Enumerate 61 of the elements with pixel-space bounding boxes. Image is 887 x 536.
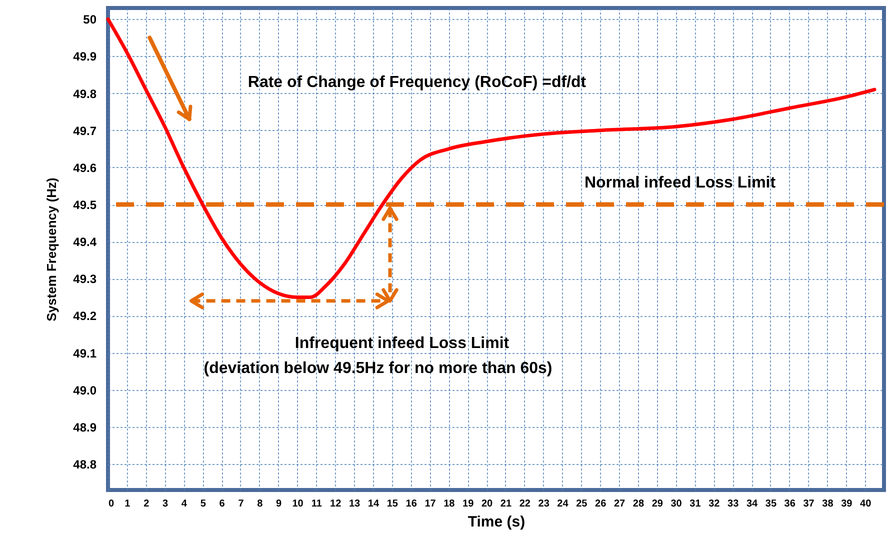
y-tick-label: 48.8 [73, 458, 97, 472]
x-tick-label: 14 [368, 498, 380, 510]
x-tick-label: 3 [162, 498, 168, 510]
x-tick-label: 1 [124, 498, 131, 510]
x-tick-label: 40 [860, 498, 872, 510]
x-tick-label: 24 [557, 498, 569, 510]
annotation: Rate of Change of Frequency (RoCoF) =df/dt [248, 74, 587, 91]
x-tick-label: 10 [292, 498, 304, 510]
x-tick-label: 11 [311, 498, 322, 510]
x-tick-label: 23 [538, 498, 550, 510]
y-tick-label: 49.3 [73, 272, 97, 286]
x-tick-label: 36 [784, 498, 796, 510]
annotation: Infrequent infeed Loss Limit [294, 335, 510, 352]
x-tick-label: 29 [652, 498, 664, 510]
x-tick-label: 8 [257, 498, 264, 510]
x-tick-label: 27 [614, 498, 626, 510]
ref-line-label: Normal infeed Loss Limit [584, 174, 776, 192]
y-tick-label: 49.0 [73, 383, 97, 398]
x-tick-label: 39 [841, 498, 853, 510]
x-tick-label: 12 [330, 498, 342, 510]
x-tick-label: 6 [219, 498, 226, 510]
y-tick-label: 50 [83, 12, 97, 27]
x-axis-title: Time (s) [468, 514, 526, 530]
y-tick-label: 48.9 [73, 420, 97, 434]
x-tick-label: 2 [144, 498, 150, 510]
x-tick-label: 19 [462, 498, 474, 510]
y-tick-label: 49.9 [73, 50, 97, 64]
x-tick-label: 15 [386, 498, 398, 510]
y-tick-label: 49.7 [73, 124, 97, 138]
x-tick-label: 26 [595, 498, 607, 510]
y-tick-label: 49.2 [73, 309, 97, 324]
x-tick-label: 21 [500, 498, 512, 510]
x-tick-label: 34 [746, 498, 758, 510]
x-tick-label: 13 [348, 498, 361, 510]
y-tick-label: 49.1 [73, 346, 97, 360]
y-tick-label: 49.8 [73, 86, 97, 101]
x-tick-label: 18 [444, 498, 456, 510]
x-tick-label: 37 [803, 498, 815, 510]
x-tick-label: 0 [108, 498, 114, 510]
y-tick-label: 49.6 [73, 160, 97, 175]
x-tick-label: 22 [519, 498, 531, 510]
x-tick-label: 16 [406, 498, 418, 510]
x-tick-label: 4 [181, 498, 188, 510]
y-tick-label: 49.5 [73, 198, 97, 212]
x-tick-label: 30 [670, 498, 682, 510]
x-tick-label: 7 [238, 498, 244, 510]
x-tick-label: 33 [728, 498, 740, 510]
x-tick-label: 17 [424, 498, 436, 510]
annotation: (deviation below 49.5Hz for no more than 60s) [204, 360, 552, 377]
line-series [106, 17, 876, 299]
x-tick-label: 31 [690, 498, 702, 510]
y-tick-label: 49.4 [73, 235, 97, 250]
x-tick-label: 38 [822, 498, 834, 510]
x-tick-label: 32 [708, 498, 720, 510]
x-tick-label: 9 [276, 498, 282, 510]
x-tick-label: 20 [481, 498, 494, 510]
y-axis-title: System Frequency (Hz) [44, 178, 60, 322]
x-tick-label: 5 [200, 498, 206, 510]
x-tick-label: 25 [576, 498, 588, 510]
x-tick-label: 28 [632, 498, 644, 510]
x-tick-label: 35 [765, 498, 777, 510]
